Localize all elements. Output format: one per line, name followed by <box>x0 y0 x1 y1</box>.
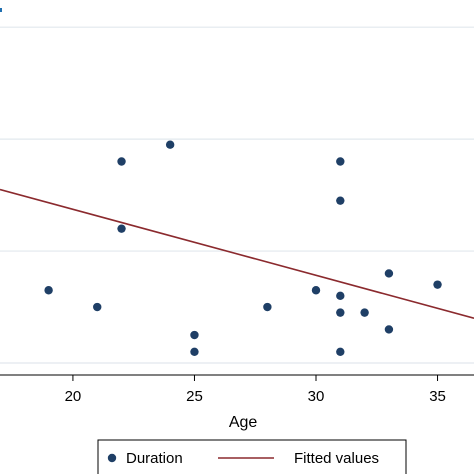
data-point <box>190 347 199 357</box>
data-point <box>263 302 272 312</box>
x-tick-label: 20 <box>65 388 82 405</box>
data-point <box>165 140 175 149</box>
x-tick-label: 25 <box>186 388 203 405</box>
legend-box <box>97 439 407 474</box>
data-point <box>360 308 369 317</box>
x-axis-title: Age <box>229 414 258 431</box>
data-points <box>44 140 442 357</box>
data-point <box>336 308 345 317</box>
data-point <box>384 325 394 334</box>
x-tick-label: 35 <box>429 388 446 405</box>
data-point <box>336 291 345 301</box>
data-point <box>311 286 321 295</box>
data-point <box>117 157 126 166</box>
top-left-marker <box>0 8 2 12</box>
data-point <box>336 157 345 166</box>
legend-label-fitted-values: Fitted values <box>294 450 379 467</box>
data-point <box>336 196 345 205</box>
data-point <box>117 224 126 233</box>
x-axis-ticks: 20 25 30 35 <box>65 375 446 405</box>
legend: Duration Fitted values <box>97 439 407 474</box>
gridlines <box>0 26 474 364</box>
data-point <box>44 286 53 295</box>
data-point <box>336 347 345 357</box>
data-point <box>433 280 442 289</box>
x-tick-label: 30 <box>308 388 325 405</box>
data-point <box>384 269 394 278</box>
data-point <box>93 302 102 312</box>
legend-marker-duration <box>107 453 117 463</box>
fitted-line-group <box>0 188 474 319</box>
fitted-values-line <box>0 188 474 319</box>
legend-label-duration: Duration <box>126 450 183 467</box>
data-point <box>190 330 199 340</box>
